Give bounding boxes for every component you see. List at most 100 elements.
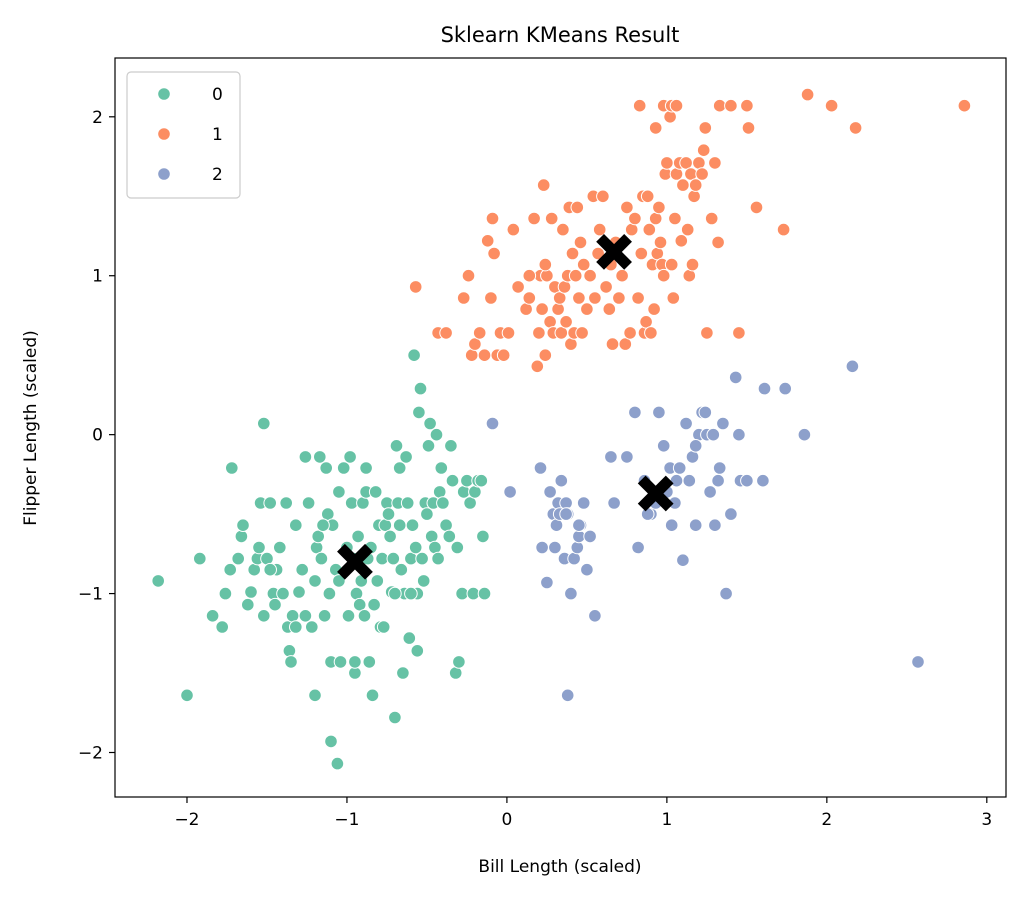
data-point (716, 416, 730, 431)
data-point (313, 450, 327, 464)
data-point (676, 553, 690, 568)
data-point (456, 291, 471, 305)
data-point (572, 291, 586, 305)
data-point (556, 222, 570, 237)
data-point (477, 348, 492, 363)
data-point (452, 655, 466, 669)
data-point (623, 326, 637, 340)
data-point (631, 540, 645, 555)
data-point (674, 234, 689, 248)
data-point (620, 450, 634, 464)
data-point (583, 529, 597, 544)
data-point (663, 110, 677, 124)
data-point (688, 518, 703, 533)
legend-label: 2 (212, 165, 223, 185)
data-point (588, 609, 602, 623)
data-point (728, 370, 743, 385)
data-point (778, 381, 793, 396)
data-point (257, 416, 271, 431)
data-point (392, 461, 407, 475)
data-point (724, 507, 738, 521)
data-point (389, 439, 404, 453)
data-point (540, 268, 554, 283)
data-point (669, 473, 684, 488)
data-point (724, 98, 738, 113)
data-point (215, 620, 229, 634)
data-point (368, 485, 383, 499)
data-point (444, 439, 458, 453)
data-point (413, 381, 428, 396)
data-point (511, 280, 525, 294)
data-point (538, 348, 553, 363)
data-point (485, 211, 500, 226)
x-tick-label: 2 (821, 810, 832, 830)
data-point (399, 450, 413, 464)
data-point (485, 416, 500, 431)
data-point (676, 178, 690, 192)
data-point (292, 585, 306, 599)
data-point (476, 529, 490, 544)
data-point (592, 222, 607, 237)
data-point (732, 427, 746, 442)
data-point (756, 473, 770, 488)
data-point (706, 427, 721, 442)
data-point (957, 98, 972, 113)
data-point (257, 609, 271, 623)
data-point (381, 507, 396, 521)
data-point (285, 609, 300, 623)
data-point (388, 586, 402, 601)
data-point (570, 540, 585, 555)
data-point (439, 518, 453, 533)
data-point (416, 574, 431, 588)
data-point (408, 540, 423, 555)
data-point (316, 518, 330, 533)
data-point (565, 246, 580, 261)
data-point (695, 167, 709, 181)
data-point (703, 485, 717, 499)
data-point (732, 326, 746, 340)
data-point (580, 302, 594, 316)
data-point (776, 222, 791, 237)
data-point (800, 87, 815, 102)
data-point (612, 291, 626, 305)
data-point (341, 609, 356, 623)
data-point (236, 518, 250, 533)
data-point (402, 631, 417, 645)
data-point (634, 246, 649, 261)
centroids (337, 233, 674, 580)
data-point (400, 496, 415, 510)
data-point (317, 609, 332, 623)
data-point (405, 518, 420, 533)
data-point (698, 121, 713, 135)
data-point (711, 235, 725, 250)
data-point (301, 496, 316, 510)
data-point (503, 485, 517, 499)
x-axis-label: Bill Length (scaled) (478, 857, 641, 877)
data-point (506, 222, 521, 237)
data-point (640, 189, 655, 204)
data-point (560, 688, 575, 703)
data-point (436, 496, 450, 510)
data-point (533, 461, 548, 475)
data-point (333, 655, 348, 669)
y-axis-label: Flipper Length (scaled) (21, 330, 41, 526)
data-point (332, 485, 346, 499)
data-point (439, 326, 453, 340)
data-point (357, 609, 372, 623)
data-point (680, 222, 695, 237)
data-point (496, 348, 511, 363)
data-point (656, 439, 671, 453)
data-point (564, 337, 578, 351)
data-point (474, 473, 489, 488)
y-tick-label: 1 (92, 267, 103, 287)
data-point (573, 235, 588, 250)
data-point (740, 473, 754, 488)
data-point (231, 551, 245, 566)
y-tick-label: 0 (92, 426, 103, 446)
x-tick-label: 0 (501, 810, 512, 830)
data-point (543, 485, 557, 499)
data-point (741, 121, 756, 135)
data-point (559, 315, 573, 329)
data-point (687, 189, 701, 204)
data-point (632, 98, 647, 113)
